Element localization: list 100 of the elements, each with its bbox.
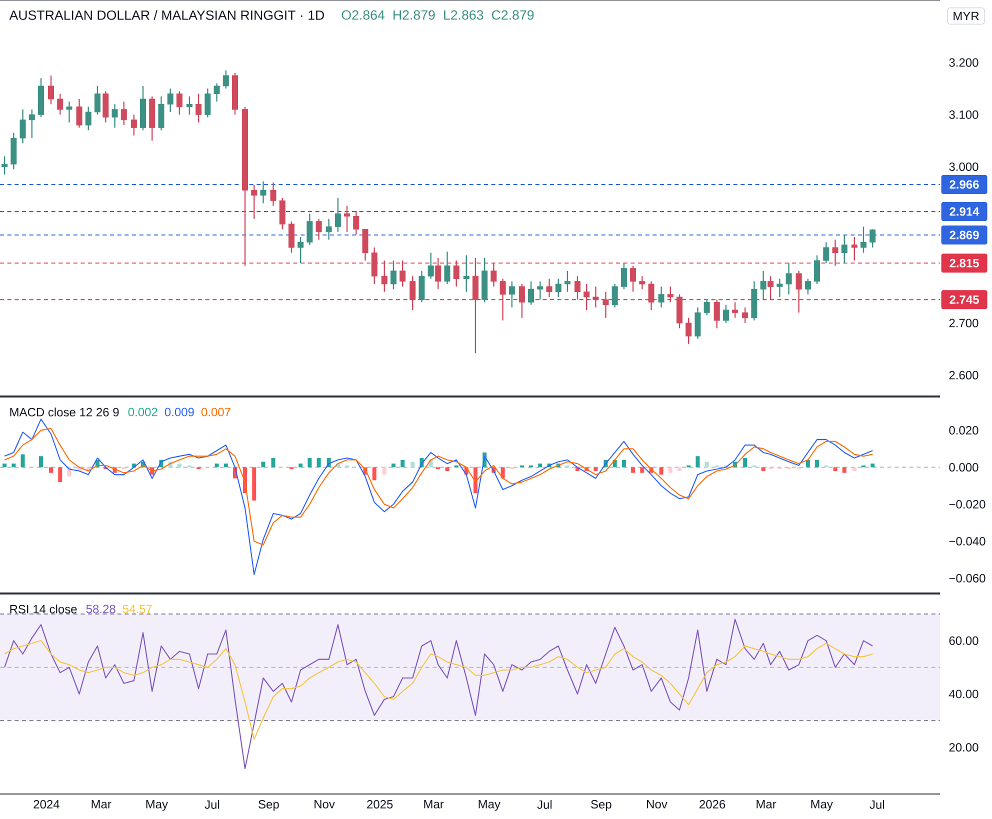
- candlestick: [298, 236, 304, 264]
- candlestick: [428, 252, 434, 280]
- bar: [852, 467, 856, 471]
- bar: [815, 460, 820, 468]
- candlestick: [214, 82, 220, 102]
- candlestick: [20, 108, 26, 144]
- x-tick-label: 2025: [367, 800, 393, 809]
- candlestick: [28, 108, 35, 139]
- y-tick-label: −0.060: [949, 574, 986, 582]
- ref-line-label: 2.966: [950, 180, 979, 189]
- candlestick: [453, 260, 460, 288]
- candlestick: [518, 283, 525, 318]
- candlestick: [528, 280, 534, 306]
- bar: [622, 460, 626, 468]
- bar: [761, 467, 766, 471]
- bar: [659, 467, 664, 475]
- bar: [12, 464, 16, 468]
- text: AUSTRALIAN DOLLAR / MALAYSIAN RINGGIT · 1D: [9, 10, 324, 20]
- candlestick: [686, 317, 692, 344]
- candlestick: [776, 278, 783, 298]
- bar: [704, 462, 709, 468]
- bar: [214, 464, 219, 468]
- annotation: L2.863: [444, 10, 484, 20]
- candlestick: [279, 197, 286, 230]
- ref-line-label: 2.869: [950, 230, 979, 240]
- candlestick: [463, 254, 470, 292]
- text: 58.28: [86, 604, 116, 614]
- annotation: O2.864: [342, 10, 385, 20]
- candlestick: [371, 246, 378, 285]
- x-tick-label: 2026: [700, 800, 726, 809]
- candlestick: [742, 306, 748, 324]
- x-tick-label: Mar: [92, 800, 112, 808]
- bar: [20, 454, 25, 468]
- bar: [308, 458, 312, 468]
- y-tick-label: 40.00: [948, 690, 978, 698]
- bar: [49, 467, 54, 473]
- candlestick: [112, 104, 118, 128]
- x-tick-label: Jul: [537, 800, 552, 809]
- candlestick: [186, 96, 192, 116]
- x-tick-label: Nov: [314, 800, 335, 808]
- candlestick: [326, 218, 332, 240]
- x-tick-label: Nov: [647, 800, 668, 808]
- y-tick-label: 20.00: [949, 743, 978, 752]
- bar: [612, 460, 617, 468]
- candlestick: [796, 270, 802, 314]
- bar: [473, 467, 478, 494]
- candlestick: [714, 299, 720, 329]
- text: MYR: [954, 12, 979, 20]
- candlestick: [732, 302, 738, 318]
- annotation: C2.879: [492, 10, 534, 20]
- bar: [538, 464, 542, 468]
- candlestick: [546, 278, 552, 298]
- candlestick: [667, 286, 674, 303]
- y-tick-label: 3.000: [949, 162, 978, 171]
- candlestick: [804, 278, 811, 295]
- bar: [594, 467, 598, 471]
- candlestick: [260, 180, 266, 204]
- candlestick: [251, 184, 258, 220]
- candlestick: [694, 306, 701, 340]
- candlestick: [592, 286, 599, 308]
- bar: [400, 460, 405, 468]
- candlestick: [823, 242, 830, 264]
- bar: [806, 460, 810, 468]
- x-tick-label: May: [811, 800, 833, 811]
- candlestick: [222, 70, 229, 90]
- x-tick-label: Sep: [258, 800, 279, 811]
- candlestick: [500, 278, 506, 322]
- x-tick-label: Sep: [591, 800, 612, 811]
- annotation: H2.879: [394, 10, 435, 20]
- candlestick: [612, 283, 618, 308]
- text: RSI 14 close: [10, 604, 77, 614]
- bar: [696, 456, 700, 468]
- candlestick: [602, 291, 609, 318]
- x-tick-label: Mar: [424, 800, 444, 808]
- x-tick-label: 2024: [34, 800, 60, 809]
- bar: [870, 464, 875, 468]
- candlestick: [85, 106, 92, 131]
- candlestick: [167, 88, 174, 113]
- candlestick: [620, 262, 627, 290]
- candlestick: [57, 93, 64, 116]
- candlestick: [444, 251, 450, 285]
- text: 0.002: [128, 408, 158, 416]
- text: 0.007: [201, 408, 230, 416]
- candlestick: [334, 197, 341, 232]
- x-tick-label: May: [478, 800, 500, 811]
- candlestick: [381, 260, 388, 292]
- bar: [382, 467, 386, 475]
- candlestick: [270, 182, 276, 206]
- text: 0.009: [164, 408, 194, 416]
- candlestick: [204, 88, 211, 118]
- candlestick: [472, 257, 478, 354]
- bar: [261, 462, 266, 468]
- candlestick: [2, 156, 8, 176]
- candlestick: [306, 213, 313, 246]
- candlestick: [410, 276, 416, 311]
- candlestick: [584, 283, 590, 311]
- candlestick: [158, 96, 164, 131]
- bar: [298, 464, 303, 468]
- candlestick: [860, 226, 866, 254]
- candlestick: [490, 262, 497, 288]
